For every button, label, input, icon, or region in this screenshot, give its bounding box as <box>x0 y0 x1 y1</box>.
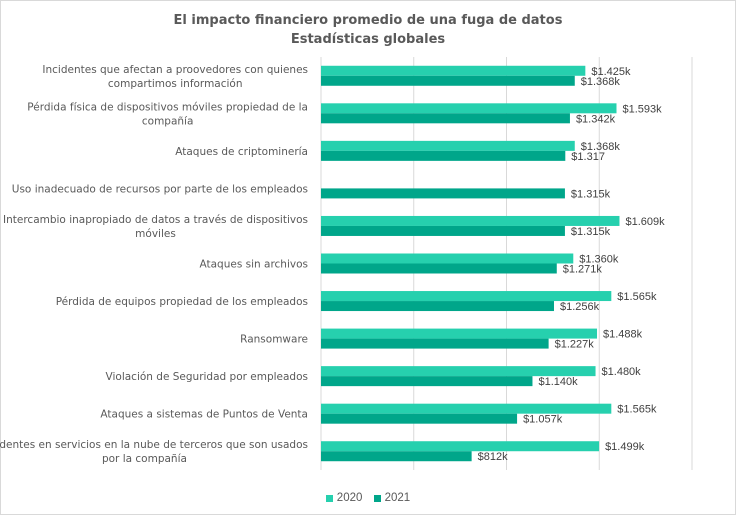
category-label: Ataques sin archivos <box>200 259 309 271</box>
category-label: Ransomware <box>240 334 308 346</box>
category-label: Violación de Seguridad por empleados <box>106 371 308 383</box>
data-label-2020: $1.480k <box>602 366 642 378</box>
category-label: compartimos información <box>108 78 243 90</box>
legend-label-2020: 2020 <box>336 492 363 504</box>
data-label-2021: $1.140k <box>538 376 578 388</box>
bar-2021 <box>321 188 565 199</box>
bar-2020 <box>321 291 612 302</box>
legend: 2020 2021 <box>0 492 736 505</box>
data-label-2021: $1.271k <box>563 264 603 276</box>
bar-2020 <box>321 253 574 264</box>
data-label-2021: $1.315k <box>571 188 611 200</box>
category-label: compañía <box>142 115 194 127</box>
bar-2020 <box>321 403 612 414</box>
data-label-2020: $1.609k <box>625 216 665 228</box>
bar-2021 <box>321 451 472 462</box>
legend-label-2021: 2021 <box>384 492 411 504</box>
data-label-2021: $1.057k <box>523 414 563 426</box>
data-label-2020: $1.360k <box>579 254 619 266</box>
legend-item-2021[interactable]: 2021 <box>373 492 411 504</box>
chart-title: El impacto financiero promedio de una fu… <box>173 13 563 28</box>
category-label: Ataques de criptominería <box>175 146 308 158</box>
data-label-2021: $1.368k <box>581 76 621 88</box>
bar-2021 <box>321 263 557 274</box>
legend-swatch-2020 <box>325 494 333 502</box>
bar-2020 <box>321 328 598 339</box>
bar-2020 <box>321 366 596 377</box>
bar-2020 <box>321 441 600 452</box>
category-label: Uso inadecuado de recursos por parte de … <box>12 183 308 195</box>
data-label-2020: $1.425k <box>591 66 631 78</box>
bar-2020 <box>321 65 586 76</box>
category-label: Incidentes que afectan a proovedores con… <box>42 64 308 76</box>
data-label-2020: $1.368k <box>581 141 621 153</box>
chart-subtitle: Estadísticas globales <box>290 32 446 47</box>
data-label-2020: $1.565k <box>617 291 657 303</box>
bar-2020 <box>321 215 620 226</box>
legend-item-2020[interactable]: 2020 <box>325 492 363 504</box>
chart-title-block: El impacto financiero promedio de una fu… <box>0 11 736 49</box>
data-label-2020: $1.565k <box>617 404 657 416</box>
data-label-2020: $1.499k <box>605 441 645 453</box>
data-label-2021: $812k <box>478 451 508 463</box>
bar-2021 <box>321 75 575 86</box>
category-label: móviles <box>135 228 176 240</box>
category-label: Intercambio inapropiado de datos a travé… <box>3 214 308 226</box>
category-label: por la compañía <box>102 453 187 465</box>
bar-2020 <box>321 140 575 151</box>
data-label-2021: $1.315k <box>571 226 611 238</box>
category-label: Incidentes en servicios en la nube de te… <box>0 439 308 451</box>
data-label-2021: $1.317 <box>571 151 605 163</box>
data-label-2021: $1.342k <box>576 113 616 125</box>
data-label-2021: $1.256k <box>560 301 600 313</box>
bar-2021 <box>321 338 549 349</box>
bar-2021 <box>321 376 533 387</box>
category-label: Pérdida física de dispositivos móviles p… <box>27 101 308 113</box>
category-label: Pérdida de equipos propiedad de los empl… <box>56 296 308 308</box>
bar-2021 <box>321 301 554 312</box>
bar-2021 <box>321 413 518 424</box>
data-label-2020: $1.488k <box>603 329 643 341</box>
data-label-2021: $1.227k <box>555 339 595 351</box>
bar-2021 <box>321 225 565 236</box>
bar-2020 <box>321 103 617 114</box>
legend-swatch-2021 <box>373 494 381 502</box>
bar-2021 <box>321 150 566 161</box>
category-label: Ataques a sistemas de Puntos de Venta <box>100 409 308 421</box>
bar-2021 <box>321 113 570 124</box>
data-label-2020: $1.593k <box>623 103 663 115</box>
